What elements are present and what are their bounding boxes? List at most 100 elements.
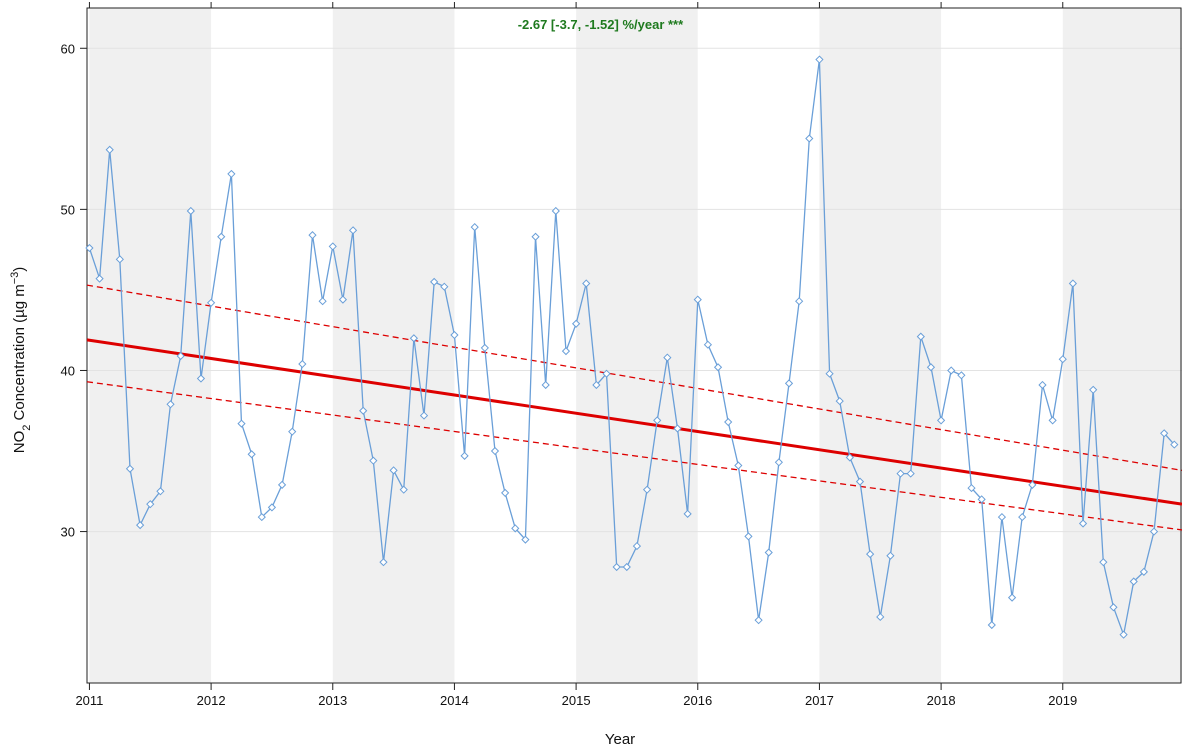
data-point [409,334,418,343]
data-point [916,332,925,341]
y-axis-label: NO2 Concentration (µg m−3) [9,267,33,454]
shaded-band-2015 [576,8,698,683]
data-point [115,255,124,264]
x-axis-label: Year [605,731,635,748]
data-point [430,277,439,286]
data-point [561,347,571,356]
data-point [136,521,145,530]
data-point [774,458,783,467]
y-tick-label-60: 60 [61,41,75,56]
y-axis-label-suffix: ) [11,267,28,272]
x-tick-label-2014: 2014 [440,693,469,708]
data-point [227,169,236,179]
y-axis-label-superscript: −3 [9,272,21,285]
data-point [835,396,844,406]
data-point [1129,577,1138,586]
data-point [896,469,905,478]
data-point [419,411,429,420]
data-point [663,353,672,362]
data-point [1038,380,1047,390]
data-point [602,369,611,378]
x-tick-label-2015: 2015 [562,693,591,708]
data-point [683,509,692,518]
data-point [612,562,621,572]
data-point [967,483,976,493]
x-tick-label-2019: 2019 [1048,693,1077,708]
data-point [825,369,834,378]
data-point [1119,630,1128,639]
lower-ci-line [86,381,1182,531]
data-point [987,620,996,630]
data-point [876,612,885,622]
data-point [997,512,1007,522]
data-point [440,282,449,291]
data-point [328,242,337,251]
y-axis-label-subscript: 2 [21,425,33,431]
data-point [379,558,388,567]
data-point [196,374,206,383]
y-axis-label-middle: Concentration (µg m [11,284,28,424]
data-point [1068,279,1078,288]
x-tick-label-2011: 2011 [75,693,103,708]
data-point [389,466,398,475]
y-axis-label-prefix: NO [11,431,28,454]
x-tick-label-2016: 2016 [683,693,712,708]
data-point [582,279,591,288]
data-point [957,371,966,380]
shaded-band-2017 [819,8,942,683]
data-point [1048,416,1057,425]
data-point [977,495,986,504]
data-point [1078,519,1088,528]
data-point [521,535,530,544]
shaded-band-2013 [332,8,455,683]
data-point [845,453,854,462]
x-axis-ticks: 2011 2012 2013 2014 2015 2016 2017 2018 2019 [75,2,1077,708]
data-point [480,343,489,353]
data-point [308,231,317,240]
data-point [1149,527,1159,536]
y-tick-label-40: 40 [61,363,75,378]
data-point [571,319,581,328]
data-point [1058,355,1067,364]
data-point [622,562,631,572]
year-shading-bands [89,8,1182,683]
series-group [85,55,1179,639]
data-point [1170,440,1179,449]
data-point [886,551,895,560]
x-tick-label-2013: 2013 [318,693,347,708]
upper-ci-line [86,284,1182,471]
data-point [511,524,520,533]
data-point [541,380,550,390]
data-point [653,416,662,425]
y-tick-label-50: 50 [61,202,75,217]
data-point [146,500,155,509]
data-point [713,363,723,372]
data-point [906,469,915,478]
data-point [531,232,540,241]
data-point [551,206,560,216]
data-point [947,366,956,375]
horizontal-gridlines [87,47,1182,533]
data-point [764,548,773,557]
x-tick-label-2012: 2012 [197,693,226,708]
confidence-interval-lines [86,284,1182,531]
y-axis-ticks: 30 40 50 60 [61,41,87,540]
data-point [632,541,642,551]
data-point [318,297,327,306]
data-point [338,295,348,304]
data-point [855,477,865,486]
data-point [1028,480,1037,489]
trend-line-group [86,338,1182,506]
data-point [866,550,875,559]
data-point [1089,385,1098,394]
data-point [125,464,135,473]
data-point [460,451,469,460]
data-point [724,417,733,427]
data-point [1160,429,1169,438]
data-point [277,480,287,489]
data-point [95,274,104,283]
data-point [450,330,459,340]
data-point [359,406,368,415]
data-point [257,512,266,522]
